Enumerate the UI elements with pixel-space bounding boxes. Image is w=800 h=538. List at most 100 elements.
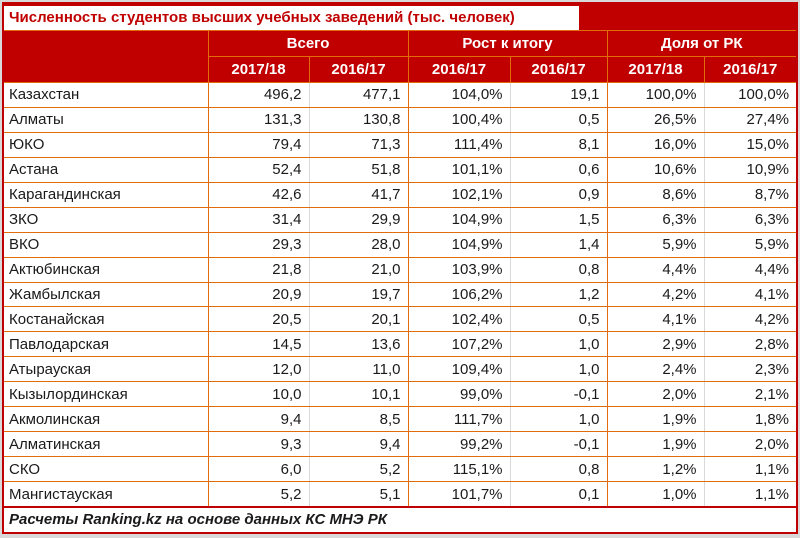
table-row: Алматинская 9,3 9,4 99,2% -0,1 1,9% 2,0% <box>4 431 797 458</box>
table-row: Костанайская 20,5 20,1 102,4% 0,5 4,1% 4,2% <box>4 306 797 333</box>
value-cell: 1,2 <box>509 282 608 308</box>
value-cell: 42,6 <box>207 182 309 208</box>
value-cell: 6,3% <box>606 207 705 233</box>
value-cell: 5,9% <box>703 232 797 258</box>
table-row: СКО 6,0 5,2 115,1% 0,8 1,2% 1,1% <box>4 456 797 482</box>
value-cell: 106,2% <box>407 282 511 308</box>
region-cell: Алматинская <box>4 431 208 458</box>
year-header-cell: 2016/17 <box>509 56 608 83</box>
region-cell: Алматы <box>4 107 208 133</box>
value-cell: 107,2% <box>407 331 511 358</box>
value-cell: 20,5 <box>207 306 309 333</box>
region-cell: Атырауская <box>4 356 208 383</box>
value-cell: -0,1 <box>509 381 608 408</box>
value-cell: 20,1 <box>308 306 409 333</box>
value-cell: 16,0% <box>606 132 705 158</box>
value-cell: 4,1% <box>606 306 705 333</box>
value-cell: 10,6% <box>606 157 705 183</box>
table-row: Алматы 131,3 130,8 100,4% 0,5 26,5% 27,4% <box>4 107 797 133</box>
value-cell: 2,0% <box>703 431 797 458</box>
year-header-row: 2017/18 2016/17 2016/17 2016/17 2017/18 … <box>4 56 797 83</box>
value-cell: 8,1 <box>509 132 608 158</box>
value-cell: 11,0 <box>308 356 409 383</box>
value-cell: 9,4 <box>308 431 409 458</box>
page-title: Численность студентов высших учебных зав… <box>4 6 580 30</box>
value-cell: 130,8 <box>308 107 409 133</box>
group-header-total: Всего <box>207 31 409 57</box>
region-cell: СКО <box>4 456 208 482</box>
value-cell: 101,1% <box>407 157 511 183</box>
value-cell: 1,0 <box>509 406 608 433</box>
table-row: Жамбылская 20,9 19,7 106,2% 1,2 4,2% 4,1% <box>4 282 797 308</box>
value-cell: 1,5 <box>509 207 608 233</box>
region-cell: Павлодарская <box>4 331 208 358</box>
value-cell: 12,0 <box>207 356 309 383</box>
year-header-cell: 2016/17 <box>308 56 409 83</box>
value-cell: 100,4% <box>407 107 511 133</box>
region-cell: ЗКО <box>4 207 208 233</box>
value-cell: 79,4 <box>207 132 309 158</box>
footer-note: Расчеты Ranking.kz на основе данных КС М… <box>4 506 796 532</box>
value-cell: 4,1% <box>703 282 797 308</box>
value-cell: 2,1% <box>703 381 797 408</box>
value-cell: 14,5 <box>207 331 309 358</box>
table-row: Акмолинская 9,4 8,5 111,7% 1,0 1,9% 1,8% <box>4 406 797 433</box>
value-cell: 15,0% <box>703 132 797 158</box>
corner-cell <box>4 31 209 83</box>
value-cell: 2,8% <box>703 331 797 358</box>
value-cell: 0,8 <box>509 257 608 283</box>
value-cell: 1,9% <box>606 406 705 433</box>
table-row: Казахстан 496,2 477,1 104,0% 19,1 100,0% 100,0… <box>4 82 797 108</box>
value-cell: 104,9% <box>407 232 511 258</box>
value-cell: 101,7% <box>407 481 511 506</box>
region-cell: Актюбинская <box>4 257 208 283</box>
table-row: Астана 52,4 51,8 101,1% 0,6 10,6% 10,9% <box>4 157 797 183</box>
value-cell: 100,0% <box>703 82 797 108</box>
value-cell: 111,7% <box>407 406 511 433</box>
value-cell: 4,4% <box>703 257 797 283</box>
value-cell: 21,0 <box>308 257 409 283</box>
value-cell: 100,0% <box>606 82 705 108</box>
value-cell: 0,5 <box>509 306 608 333</box>
region-cell: Астана <box>4 157 208 183</box>
value-cell: 8,5 <box>308 406 409 433</box>
data-table: Всего Рост к итогу Доля от РК 2017/18 20… <box>4 31 797 506</box>
value-cell: -0,1 <box>509 431 608 458</box>
value-cell: 0,6 <box>509 157 608 183</box>
value-cell: 13,6 <box>308 331 409 358</box>
value-cell: 29,3 <box>207 232 309 258</box>
value-cell: 102,1% <box>407 182 511 208</box>
table-row: Актюбинская 21,8 21,0 103,9% 0,8 4,4% 4,4% <box>4 257 797 283</box>
value-cell: 41,7 <box>308 182 409 208</box>
title-bar: Численность студентов высших учебных зав… <box>4 6 796 31</box>
table-row: Павлодарская 14,5 13,6 107,2% 1,0 2,9% 2,8% <box>4 331 797 358</box>
value-cell: 99,2% <box>407 431 511 458</box>
value-cell: 1,4 <box>509 232 608 258</box>
value-cell: 102,4% <box>407 306 511 333</box>
value-cell: 1,1% <box>703 456 797 482</box>
value-cell: 9,3 <box>207 431 309 458</box>
value-cell: 27,4% <box>703 107 797 133</box>
value-cell: 8,6% <box>606 182 705 208</box>
table-header: Всего Рост к итогу Доля от РК 2017/18 20… <box>4 31 797 83</box>
region-cell: Костанайская <box>4 306 208 333</box>
value-cell: 5,1 <box>308 481 409 506</box>
value-cell: 31,4 <box>207 207 309 233</box>
value-cell: 29,9 <box>308 207 409 233</box>
value-cell: 71,3 <box>308 132 409 158</box>
value-cell: 2,9% <box>606 331 705 358</box>
value-cell: 1,1% <box>703 481 797 506</box>
value-cell: 496,2 <box>207 82 309 108</box>
region-cell: Акмолинская <box>4 406 208 433</box>
value-cell: 103,9% <box>407 257 511 283</box>
value-cell: 10,1 <box>308 381 409 408</box>
table-row: ЗКО 31,4 29,9 104,9% 1,5 6,3% 6,3% <box>4 207 797 233</box>
value-cell: 28,0 <box>308 232 409 258</box>
value-cell: 1,2% <box>606 456 705 482</box>
value-cell: 477,1 <box>308 82 409 108</box>
table-row: Карагандинская 42,6 41,7 102,1% 0,9 8,6% 8,7% <box>4 182 797 208</box>
value-cell: 19,1 <box>509 82 608 108</box>
value-cell: 4,2% <box>606 282 705 308</box>
table-body: Казахстан 496,2 477,1 104,0% 19,1 100,0% 100,0… <box>4 82 797 506</box>
